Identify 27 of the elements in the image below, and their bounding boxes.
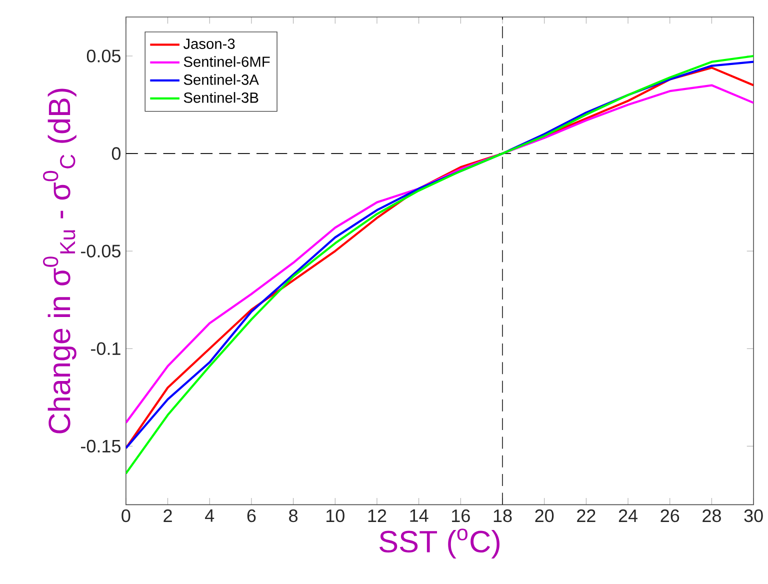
legend-label: Jason-3 (183, 38, 235, 50)
x-tick-label: 14 (410, 510, 428, 522)
x-tick-label: 12 (368, 510, 386, 522)
y-tick-label: -0.15 (81, 440, 120, 453)
x-tick-label: 6 (247, 510, 256, 522)
x-tick-label: 24 (618, 510, 638, 522)
x-axis-title: SST ($^{o}$C) (380, 528, 500, 559)
x-tick-label: 10 (326, 510, 344, 522)
x-tick-label: 26 (660, 510, 680, 522)
x-tick-label: 8 (289, 510, 298, 522)
legend-label: Sentinel-3B (184, 92, 258, 104)
y-tick-label: 0.05 (86, 50, 120, 63)
y-tick-label: -0.05 (81, 244, 120, 258)
legend-label: Sentinel-3A (184, 74, 259, 86)
x-tick-label: 20 (535, 510, 554, 522)
x-tick-label: 2 (164, 510, 172, 522)
x-tick-label: 28 (702, 510, 721, 522)
x-tick-label: 30 (744, 510, 763, 522)
y-tick-label: 0 (112, 147, 121, 160)
x-tick-label: 4 (205, 510, 214, 522)
x-tick-label: 16 (452, 510, 470, 522)
legend-label: Sentinel-6MF (184, 56, 270, 68)
x-tick-label: 18 (494, 510, 512, 522)
y-tick-label: -0.1 (91, 342, 120, 356)
y-axis-title: Change in σ$^{0}$$_{Ku}$ - σ$^{0}$$_{C}$ (dB) (43, 88, 76, 434)
x-tick-label: 22 (577, 510, 596, 522)
x-tick-label: 0 (122, 510, 130, 522)
